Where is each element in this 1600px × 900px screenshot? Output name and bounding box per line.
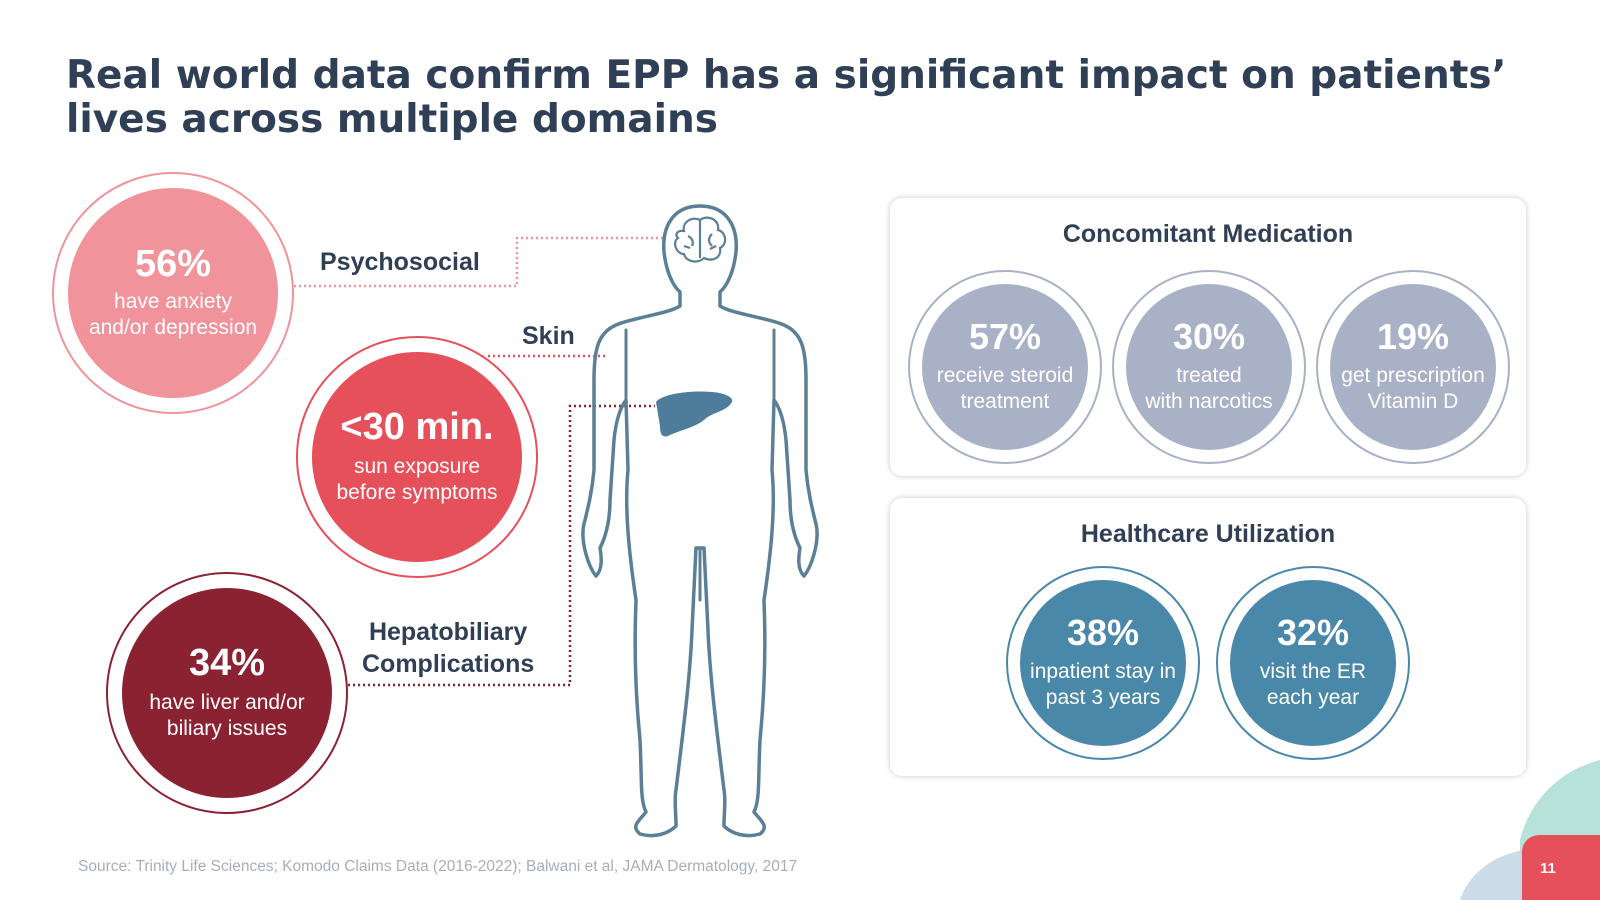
corner-red-shape — [1522, 835, 1600, 900]
vitamin-d-value: 19% — [1376, 316, 1450, 357]
narcotics-desc-line-1: treated — [1176, 364, 1242, 387]
vitamin-d-stat: 19% get prescription Vitamin D — [1316, 270, 1510, 464]
skin-stat-fill: <30 min. sun exposure before symptoms — [312, 352, 522, 562]
skin-value: <30 min. — [340, 406, 494, 448]
er-visit-value: 32% — [1276, 612, 1350, 653]
source-footnote: Source: Trinity Life Sciences; Komodo Cl… — [78, 858, 798, 875]
hepatobiliary-connector — [348, 404, 655, 687]
concomitant-medication-title: Concomitant Medication — [1062, 220, 1354, 248]
psychosocial-desc-line-2: and/or depression — [88, 316, 258, 339]
steroid-value: 57% — [968, 316, 1042, 357]
psychosocial-label: Psychosocial — [320, 248, 480, 276]
hepatobiliary-desc-line-1: have liver and/or — [149, 691, 305, 714]
vitamin-d-stat-fill: 19% get prescription Vitamin D — [1330, 284, 1496, 450]
hepatobiliary-label: Hepatobiliary Complications — [362, 616, 534, 680]
er-visit-stat-fill: 32% visit the ER each year — [1230, 580, 1396, 746]
psychosocial-stat: 56% have anxiety and/or depression — [52, 172, 294, 414]
psychosocial-value: 56% — [134, 243, 212, 285]
narcotics-value: 30% — [1172, 316, 1246, 357]
healthcare-utilization-title: Healthcare Utilization — [1080, 520, 1336, 548]
er-visit-desc-line-1: visit the ER — [1259, 660, 1367, 683]
hepatobiliary-label-line-1: Hepatobiliary — [368, 618, 528, 646]
hepatobiliary-label-line-2: Complications — [362, 650, 535, 678]
liver-icon — [656, 391, 733, 437]
psychosocial-connector — [294, 236, 664, 288]
healthcare-utilization-panel: Healthcare Utilization 38% inpatient sta… — [890, 498, 1526, 776]
steroid-desc-line-2: treatment — [960, 390, 1050, 413]
inpatient-stay-desc-line-1: inpatient stay in — [1030, 660, 1176, 683]
hepatobiliary-stat: 34% have liver and/or biliary issues — [106, 572, 348, 814]
skin-label: Skin — [522, 322, 575, 350]
brain-icon — [674, 216, 727, 263]
skin-stat: <30 min. sun exposure before symptoms — [296, 336, 538, 578]
narcotics-stat: 30% treated with narcotics — [1112, 270, 1306, 464]
inpatient-stay-value: 38% — [1066, 612, 1140, 653]
hepatobiliary-desc-line-2: biliary issues — [166, 717, 288, 740]
psychosocial-desc-line-1: have anxiety — [114, 290, 232, 313]
page-number: 11 — [1540, 860, 1556, 877]
page-title: Real world data confirm EPP has a signif… — [66, 54, 1526, 142]
narcotics-stat-fill: 30% treated with narcotics — [1126, 284, 1292, 450]
title-line-1: Real world data confirm EPP has a signif… — [66, 53, 1507, 98]
steroid-stat: 57% receive steroid treatment — [908, 270, 1102, 464]
human-body-icon — [581, 204, 819, 838]
hepatobiliary-stat-fill: 34% have liver and/or biliary issues — [122, 588, 332, 798]
skin-desc-line-1: sun exposure — [353, 455, 481, 478]
inpatient-stay-desc-line-2: past 3 years — [1045, 686, 1161, 709]
title-line-2: lives across multiple domains — [66, 97, 718, 142]
steroid-stat-fill: 57% receive steroid treatment — [922, 284, 1088, 450]
concomitant-medication-panel: Concomitant Medication 57% receive stero… — [890, 198, 1526, 476]
steroid-desc-line-1: receive steroid — [936, 364, 1074, 387]
inpatient-stay-stat: 38% inpatient stay in past 3 years — [1006, 566, 1200, 760]
narcotics-desc-line-2: with narcotics — [1145, 390, 1273, 413]
er-visit-desc-line-2: each year — [1266, 686, 1360, 709]
vitamin-d-desc-line-1: get prescription — [1341, 364, 1485, 387]
skin-desc-line-2: before symptoms — [336, 481, 498, 504]
hepatobiliary-value: 34% — [188, 642, 266, 684]
vitamin-d-desc-line-2: Vitamin D — [1367, 390, 1459, 413]
inpatient-stay-stat-fill: 38% inpatient stay in past 3 years — [1020, 580, 1186, 746]
er-visit-stat: 32% visit the ER each year — [1216, 566, 1410, 760]
psychosocial-stat-fill: 56% have anxiety and/or depression — [68, 188, 278, 398]
